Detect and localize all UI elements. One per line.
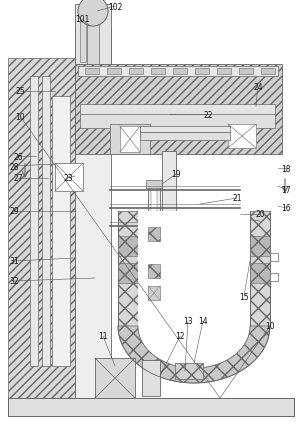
Text: 20: 20 — [255, 210, 265, 219]
Bar — [151, 187, 157, 262]
Text: 32: 32 — [9, 277, 19, 286]
Circle shape — [78, 0, 108, 27]
Bar — [110, 125, 150, 155]
Bar — [250, 211, 270, 326]
Bar — [118, 263, 138, 283]
Bar — [75, 29, 111, 398]
Bar — [142, 360, 160, 396]
Bar — [8, 59, 75, 398]
Bar — [120, 127, 140, 153]
Bar — [80, 115, 275, 129]
Bar — [270, 253, 278, 262]
Bar — [55, 164, 83, 192]
Text: 15: 15 — [239, 292, 249, 301]
Bar — [87, 12, 99, 65]
Bar — [75, 5, 111, 65]
Polygon shape — [118, 326, 270, 383]
Bar — [250, 263, 270, 283]
Bar — [195, 69, 209, 75]
Bar — [148, 286, 160, 300]
Text: 12: 12 — [175, 332, 185, 341]
Bar — [140, 127, 230, 132]
Bar — [270, 273, 278, 281]
Bar — [239, 69, 253, 75]
Text: 16: 16 — [281, 204, 291, 213]
Bar — [90, 7, 96, 63]
Text: 24: 24 — [253, 82, 263, 91]
Bar — [52, 97, 70, 366]
Bar — [146, 181, 162, 189]
Bar — [173, 69, 187, 75]
Bar — [151, 69, 165, 75]
Bar — [140, 132, 230, 141]
Text: 101: 101 — [75, 15, 89, 24]
Bar — [261, 69, 275, 75]
Bar — [80, 7, 86, 63]
Text: 22: 22 — [203, 110, 213, 119]
Bar — [228, 125, 256, 149]
Bar — [250, 236, 270, 256]
Bar — [8, 398, 294, 416]
Text: 23: 23 — [63, 174, 73, 183]
Text: 11: 11 — [98, 332, 108, 341]
Bar — [80, 105, 275, 117]
Bar — [42, 77, 50, 366]
Bar — [107, 69, 121, 75]
Bar — [78, 67, 278, 77]
Text: 29: 29 — [9, 207, 19, 216]
Text: 25: 25 — [15, 87, 25, 96]
Text: 19: 19 — [171, 170, 181, 179]
Bar — [148, 227, 160, 242]
Bar — [129, 69, 143, 75]
Bar — [148, 187, 160, 262]
Text: 13: 13 — [183, 317, 193, 326]
Text: 14: 14 — [198, 317, 208, 326]
Bar — [217, 69, 231, 75]
Bar — [85, 69, 99, 75]
Bar — [162, 152, 176, 326]
Bar — [75, 65, 282, 155]
Text: 10: 10 — [265, 322, 275, 331]
Text: 102: 102 — [108, 3, 122, 12]
Text: 10: 10 — [15, 112, 25, 121]
Text: 21: 21 — [232, 194, 242, 203]
Bar — [175, 363, 203, 379]
Text: 26: 26 — [13, 152, 23, 161]
Text: 31: 31 — [9, 257, 19, 266]
Bar — [95, 358, 135, 398]
Text: 27: 27 — [13, 174, 23, 183]
Bar — [118, 236, 138, 256]
Bar — [30, 77, 38, 366]
Polygon shape — [138, 211, 250, 368]
Bar — [148, 265, 160, 278]
Text: 17: 17 — [281, 186, 291, 195]
Text: 18: 18 — [281, 164, 291, 173]
Text: 28: 28 — [9, 162, 19, 171]
Bar — [118, 211, 138, 326]
